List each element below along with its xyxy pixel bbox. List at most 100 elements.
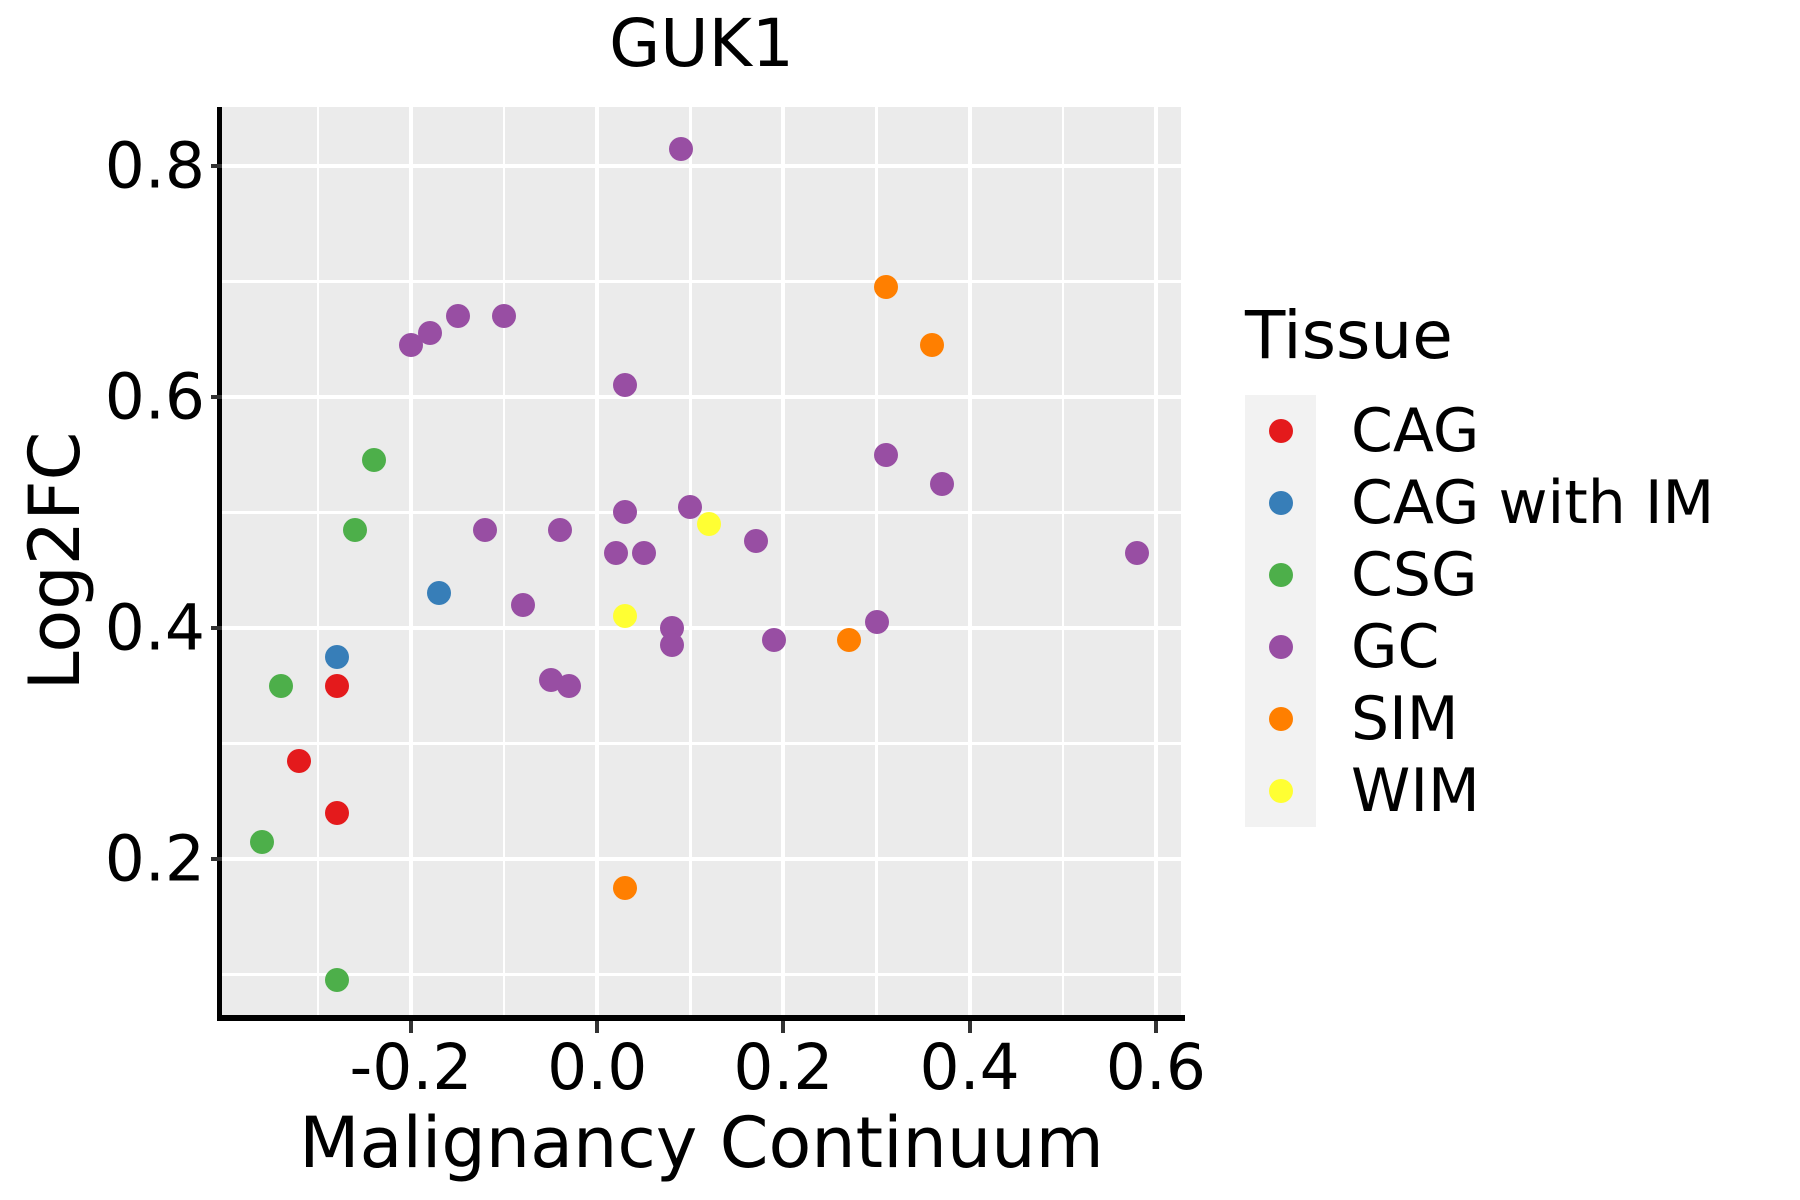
legend-dot-icon xyxy=(1268,707,1293,731)
x-tick-mark xyxy=(1153,1021,1158,1033)
data-point-gc xyxy=(929,471,954,496)
major-gridline-y xyxy=(222,163,1181,168)
data-point-gc xyxy=(613,373,638,398)
legend-key xyxy=(1245,611,1316,683)
y-axis-title: Log2FC xyxy=(14,431,96,691)
legend-dot-icon xyxy=(1268,779,1293,803)
data-point-gc xyxy=(473,517,498,542)
data-point-wim xyxy=(613,604,638,629)
legend-entry-label: CAG xyxy=(1351,396,1480,466)
data-point-gc xyxy=(743,529,768,554)
legend-key xyxy=(1245,755,1316,827)
data-point-gc xyxy=(659,633,684,658)
legend-entry-label: WIM xyxy=(1351,756,1480,826)
minor-gridline-y xyxy=(222,511,1181,514)
data-point-csg xyxy=(343,517,368,542)
legend-dot-icon xyxy=(1268,491,1293,515)
x-tick-mark xyxy=(595,1021,600,1033)
y-tick-mark xyxy=(211,394,222,399)
legend: Tissue CAG CAG with IM CSG GC SIM WIM xyxy=(1245,296,1714,827)
data-point-gc xyxy=(762,627,787,652)
data-point-cag xyxy=(324,673,349,698)
minor-gridline-x xyxy=(689,107,692,1015)
data-point-gc xyxy=(631,540,656,565)
data-point-cag xyxy=(324,800,349,825)
major-gridline-x xyxy=(595,107,600,1015)
y-tick-mark xyxy=(211,163,222,168)
legend-entry-label: SIM xyxy=(1351,684,1459,754)
legend-entries: CAG CAG with IM CSG GC SIM WIM xyxy=(1245,395,1714,827)
legend-entry: WIM xyxy=(1245,755,1714,827)
legend-entry: SIM xyxy=(1245,683,1714,755)
legend-dot-icon xyxy=(1268,419,1293,443)
data-point-sim xyxy=(920,332,945,357)
plot-title: GUK1 xyxy=(609,5,794,82)
y-tick-label: 0.4 xyxy=(104,591,205,665)
y-tick-label: 0.6 xyxy=(104,360,205,434)
data-point-gc xyxy=(492,304,517,329)
data-point-csg xyxy=(250,829,275,854)
data-point-gc xyxy=(445,304,470,329)
x-tick-label: 0.2 xyxy=(733,1031,834,1104)
x-tick-label: -0.2 xyxy=(349,1031,473,1104)
data-point-gc xyxy=(678,494,703,519)
legend-key xyxy=(1245,467,1316,539)
x-tick-mark xyxy=(967,1021,972,1033)
minor-gridline-x xyxy=(316,107,320,1015)
major-gridline-x xyxy=(1153,107,1158,1015)
data-point-gc xyxy=(557,673,582,698)
data-point-gc xyxy=(864,610,889,635)
x-tick-label: 0.0 xyxy=(547,1031,648,1104)
minor-gridline-x xyxy=(502,107,506,1015)
data-point-wim xyxy=(696,512,721,537)
minor-gridline-y xyxy=(222,280,1181,283)
major-gridline-y xyxy=(222,626,1181,630)
data-point-csg xyxy=(268,673,293,698)
minor-gridline-y xyxy=(222,742,1181,745)
data-point-sim xyxy=(836,627,861,652)
data-point-sim xyxy=(873,275,898,300)
data-point-gc xyxy=(417,321,442,346)
data-point-gc xyxy=(510,592,535,617)
minor-gridline-x xyxy=(875,107,878,1015)
data-point-cag-with-im xyxy=(426,581,451,606)
data-point-sim xyxy=(613,875,638,900)
y-tick-mark xyxy=(211,626,222,630)
x-tick-mark xyxy=(781,1021,786,1033)
major-gridline-y xyxy=(222,857,1181,862)
minor-gridline-x xyxy=(1061,107,1064,1015)
data-point-gc xyxy=(1125,540,1150,565)
y-tick-mark xyxy=(211,857,222,862)
legend-entry-label: GC xyxy=(1351,612,1440,682)
y-tick-label: 0.2 xyxy=(104,822,205,896)
x-axis-line xyxy=(217,1015,1185,1021)
data-point-csg xyxy=(361,448,386,473)
x-axis-title: Malignancy Continuum xyxy=(299,1102,1104,1184)
legend-dot-icon xyxy=(1268,563,1293,587)
legend-entry: CSG xyxy=(1245,539,1714,611)
legend-dot-icon xyxy=(1268,635,1293,659)
data-point-gc xyxy=(603,540,628,565)
data-point-gc xyxy=(873,442,898,467)
legend-entry: CAG xyxy=(1245,395,1714,467)
data-point-gc xyxy=(547,517,572,542)
x-tick-label: 0.6 xyxy=(1105,1031,1206,1104)
data-point-gc xyxy=(669,136,694,161)
x-tick-mark xyxy=(409,1021,413,1033)
minor-gridline-y xyxy=(222,973,1181,976)
y-tick-label: 0.8 xyxy=(104,129,205,203)
y-axis-line xyxy=(217,107,222,1021)
plot-panel xyxy=(222,107,1181,1015)
major-gridline-x xyxy=(781,107,786,1015)
legend-key xyxy=(1245,395,1316,467)
legend-entry: CAG with IM xyxy=(1245,467,1714,539)
data-point-cag xyxy=(287,748,312,773)
legend-key xyxy=(1245,539,1316,611)
legend-entry-label: CSG xyxy=(1351,540,1478,610)
data-point-csg xyxy=(324,968,349,993)
data-point-cag-with-im xyxy=(324,644,349,669)
legend-entry: GC xyxy=(1245,611,1714,683)
legend-key xyxy=(1245,683,1316,755)
data-point-gc xyxy=(613,500,638,525)
